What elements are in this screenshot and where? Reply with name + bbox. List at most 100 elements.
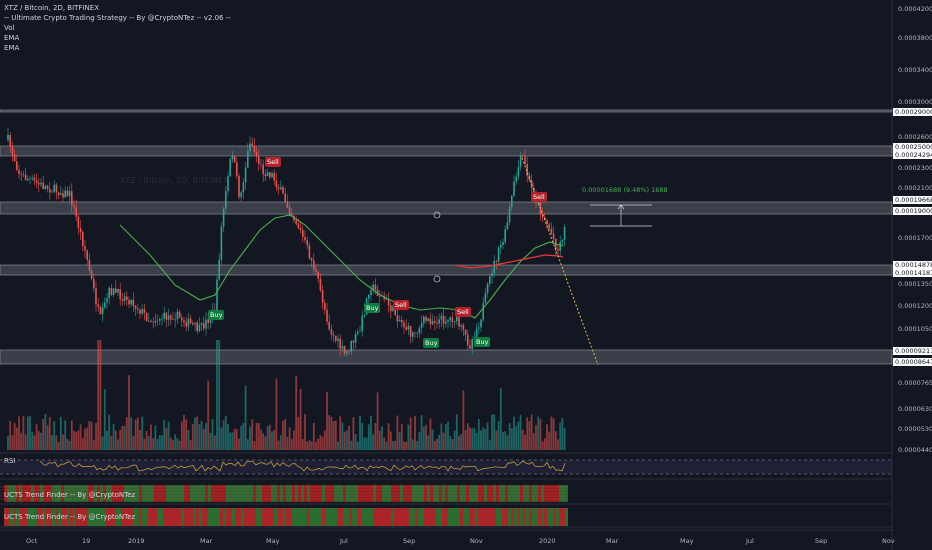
- volume-bar: [561, 417, 564, 450]
- volume-bar: [541, 441, 544, 450]
- indicator-ema-2[interactable]: EMA: [4, 44, 20, 52]
- candle-body: [229, 159, 231, 177]
- volume-bar: [77, 430, 80, 450]
- trend-ribbon-bottom: [325, 508, 328, 526]
- trend-ribbon-bottom: [520, 508, 523, 526]
- volume-bar: [499, 388, 502, 450]
- sell-signal[interactable]: Sell: [265, 157, 281, 167]
- buy-signal[interactable]: Buy: [423, 338, 440, 348]
- volume-bar: [469, 427, 471, 450]
- candle-body: [200, 323, 203, 325]
- trend-ribbon-bottom: [130, 508, 133, 526]
- trend-finder-label-2[interactable]: UCTS Trend Finder -- By @CryptoNTez: [4, 513, 136, 521]
- volume-bar: [172, 439, 174, 450]
- volume-bar: [227, 424, 229, 450]
- volume-bar: [106, 430, 108, 450]
- trend-ribbon-bottom: [235, 508, 238, 526]
- trend-ribbon-top: [373, 485, 376, 502]
- volume-bar: [84, 428, 86, 450]
- sell-signal[interactable]: Sell: [455, 307, 471, 317]
- trend-ribbon-bottom: [376, 508, 379, 526]
- volume-bar: [447, 421, 449, 450]
- trend-ribbon-bottom: [397, 508, 400, 526]
- trend-ribbon-bottom: [268, 508, 271, 526]
- candle-body: [183, 320, 185, 323]
- buy-signal[interactable]: Buy: [364, 303, 381, 313]
- candle-body: [152, 321, 154, 323]
- candle-body: [357, 331, 359, 334]
- trend-ribbon-bottom: [538, 508, 541, 526]
- trend-ribbon-bottom: [556, 508, 559, 526]
- candle-body: [519, 155, 522, 168]
- trend-ribbon-top: [40, 485, 43, 502]
- volume-bar: [154, 425, 157, 450]
- trend-ribbon-bottom: [7, 508, 10, 526]
- candle-body: [390, 305, 392, 312]
- trend-ribbon-bottom: [253, 508, 256, 526]
- trend-ribbon-top: [103, 485, 106, 502]
- indicator-vol[interactable]: Vol: [4, 24, 15, 32]
- measure-label: 0.00001688 (9.48%) 1688: [582, 186, 668, 194]
- candle-body: [449, 317, 451, 320]
- trend-finder-label-1[interactable]: UCTS Trend Finder -- By @CryptoNTez: [4, 491, 136, 499]
- candle-body: [82, 231, 84, 247]
- trend-ribbon-bottom: [298, 508, 301, 526]
- trend-ribbon-top: [340, 485, 343, 502]
- sell-signal[interactable]: Sell: [531, 192, 547, 202]
- trend-ribbon-top: [79, 485, 82, 502]
- trend-ribbon-top: [493, 485, 496, 502]
- volume-bar: [334, 420, 337, 450]
- trend-ribbon-top: [46, 485, 49, 502]
- trend-ribbon-top: [487, 485, 490, 502]
- candle-body: [486, 283, 489, 293]
- volume-bar: [18, 416, 20, 450]
- candle-body: [260, 164, 262, 165]
- candle-body: [264, 174, 267, 177]
- volume-bar: [271, 431, 273, 450]
- volume-bar: [134, 419, 137, 450]
- trend-ribbon-top: [334, 485, 337, 502]
- candle-body: [269, 172, 271, 178]
- candle-body: [172, 319, 174, 321]
- trend-ribbon-top: [55, 485, 58, 502]
- volume-bar: [114, 430, 117, 450]
- volume-bar: [440, 423, 443, 450]
- trend-ribbon-bottom: [502, 508, 505, 526]
- trend-ribbon-bottom: [4, 508, 7, 526]
- candle-body: [359, 331, 361, 332]
- candle-body: [546, 220, 548, 225]
- candle-body: [198, 324, 201, 332]
- volume-bar: [26, 416, 29, 450]
- strategy-title[interactable]: -- Ultimate Crypto Trading Strategy -- B…: [4, 14, 231, 22]
- trend-ribbon-bottom: [457, 508, 460, 526]
- candle-body: [368, 295, 370, 299]
- candle-body: [563, 227, 566, 240]
- candle-body: [249, 143, 251, 152]
- trend-ribbon-bottom: [199, 508, 202, 526]
- volume-bar: [528, 421, 531, 450]
- symbol-title[interactable]: XTZ / Bitcoin, 2D, BITFINEX: [4, 4, 99, 12]
- buy-signal[interactable]: Buy: [474, 337, 491, 347]
- trend-ribbon-bottom: [478, 508, 481, 526]
- buy-signal[interactable]: Buy: [208, 310, 225, 320]
- candle-body: [130, 299, 132, 305]
- volume-bar: [15, 427, 18, 450]
- trend-ribbon-bottom: [508, 508, 511, 526]
- volume-bar: [209, 432, 212, 450]
- sell-signal[interactable]: Sell: [393, 300, 409, 310]
- candle-body: [176, 311, 179, 320]
- volume-bar: [356, 441, 359, 450]
- candle-body: [330, 329, 333, 335]
- rsi-pane-label[interactable]: RSI: [4, 457, 16, 465]
- candle-body: [350, 341, 352, 352]
- volume-bar: [376, 392, 379, 450]
- trend-ribbon-bottom: [91, 508, 94, 526]
- trend-ribbon-top: [118, 485, 121, 502]
- candle-body: [79, 228, 82, 232]
- trend-ribbon-top: [562, 485, 565, 502]
- indicator-ema-1[interactable]: EMA: [4, 34, 20, 42]
- trend-ribbon-top: [145, 485, 148, 502]
- volume-bar: [433, 440, 436, 450]
